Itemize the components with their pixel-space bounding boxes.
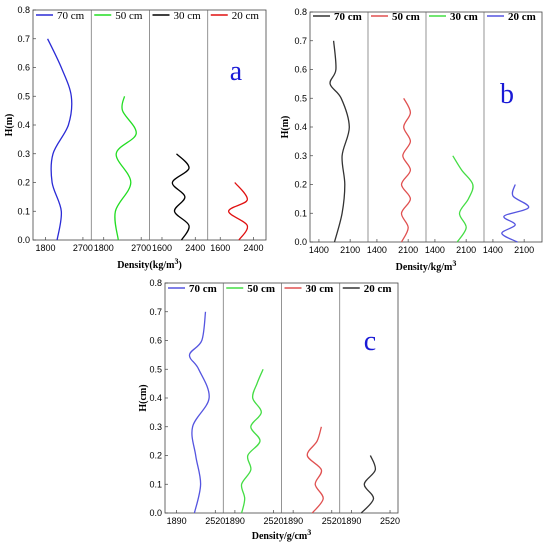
- x-axis-label: Density/kg/m3: [396, 259, 457, 273]
- x-tick-label: 2520: [322, 516, 342, 526]
- x-tick-label: 2100: [398, 245, 418, 255]
- legend-label: 50 cm: [115, 10, 143, 22]
- y-tick-label: 0.0: [294, 237, 307, 247]
- x-tick-label: 2400: [185, 243, 205, 253]
- y-tick-label: 0.0: [149, 508, 162, 518]
- y-tick-label: 0.7: [294, 36, 307, 46]
- density-curve-50cm: [240, 369, 264, 514]
- density-curve-30cm: [171, 153, 190, 241]
- x-tick-label: 1800: [94, 243, 114, 253]
- legend-label: 70 cm: [57, 10, 85, 22]
- x-tick-label: 2100: [514, 245, 534, 255]
- panel-b: 0.0 0.1 0.2 0.3 0.4 0.5 0.6 0.7 0.8 H(m) Density/k…: [280, 7, 543, 273]
- panel-letter: c: [364, 326, 376, 357]
- x-tick-label: 2700: [131, 243, 151, 253]
- x-tick-label: 1400: [309, 245, 329, 255]
- density-curve-20cm: [501, 184, 530, 243]
- y-tick-label: 0.5: [17, 91, 30, 101]
- x-axis-label: Density(kg/m3): [117, 257, 182, 271]
- density-curve-30cm: [452, 155, 474, 243]
- density-curve-70cm: [47, 38, 73, 241]
- y-tick-label: 0.7: [149, 307, 162, 317]
- y-axis-label: H(m): [280, 116, 291, 139]
- density-curve-20cm: [360, 455, 377, 514]
- density-curve-50cm: [114, 96, 137, 241]
- y-tick-label: 0.8: [294, 7, 307, 17]
- y-tick-label: 0.1: [149, 479, 162, 489]
- x-tick-label: 1600: [152, 243, 172, 253]
- legend-label: 50 cm: [247, 283, 275, 295]
- y-tick-label: 0.4: [294, 122, 307, 132]
- x-tick-label: 1400: [425, 245, 445, 255]
- x-tick-label: 2100: [340, 245, 360, 255]
- panel-c: 0.0 0.1 0.2 0.3 0.4 0.5 0.6 0.7 0.8 H(cm) Density/…: [138, 278, 400, 542]
- x-axis-label: Density/g/cm3: [252, 528, 312, 542]
- y-tick-label: 0.1: [294, 208, 307, 218]
- panel-a: 0.0 0.1 0.2 0.3 0.4 0.5 0.6 0.7 0.8 H(m) Density(k…: [4, 5, 267, 271]
- legend-label: 30 cm: [450, 11, 478, 23]
- density-curve-20cm: [227, 182, 249, 241]
- density-curve-50cm: [400, 97, 412, 243]
- x-tick-label: 2700: [73, 243, 93, 253]
- panel-letter: b: [500, 79, 514, 110]
- y-tick-label: 0.6: [149, 336, 162, 346]
- x-tick-label: 1400: [483, 245, 503, 255]
- density-curve-70cm: [188, 311, 210, 514]
- x-tick-label: 1890: [167, 516, 187, 526]
- legend-label: 70 cm: [334, 11, 362, 23]
- legend-label: 20 cm: [508, 11, 536, 23]
- y-tick-label: 0.2: [294, 180, 307, 190]
- legend-label: 50 cm: [392, 11, 420, 23]
- y-tick-label: 0.3: [294, 151, 307, 161]
- y-tick-label: 0.8: [17, 5, 30, 15]
- y-axis-label: H(m): [4, 114, 15, 137]
- y-tick-label: 0.2: [17, 178, 30, 188]
- x-tick-label: 1890: [283, 516, 303, 526]
- y-tick-label: 0.6: [17, 63, 30, 73]
- x-tick-label: 2520: [264, 516, 284, 526]
- legend-label: 20 cm: [364, 283, 392, 295]
- y-tick-label: 0.5: [149, 364, 162, 374]
- y-tick-label: 0.5: [294, 93, 307, 103]
- density-curve-70cm: [329, 40, 350, 243]
- x-tick-label: 1890: [225, 516, 245, 526]
- y-tick-label: 0.7: [17, 34, 30, 44]
- y-tick-label: 0.3: [17, 149, 30, 159]
- y-tick-label: 0.6: [294, 65, 307, 75]
- legend-label: 20 cm: [232, 10, 260, 22]
- x-tick-label: 1890: [341, 516, 361, 526]
- legend-label: 30 cm: [174, 10, 202, 22]
- x-tick-label: 2100: [456, 245, 476, 255]
- density-curve-30cm: [306, 426, 324, 514]
- x-tick-label: 1600: [210, 243, 230, 253]
- x-tick-label: 2520: [205, 516, 225, 526]
- x-tick-label: 2400: [244, 243, 264, 253]
- y-tick-label: 0.1: [17, 206, 30, 216]
- y-tick-label: 0.4: [17, 120, 30, 130]
- y-tick-label: 0.4: [149, 393, 162, 403]
- y-tick-label: 0.3: [149, 422, 162, 432]
- x-tick-label: 1800: [35, 243, 55, 253]
- y-tick-label: 0.0: [17, 235, 30, 245]
- panel-letter: a: [230, 56, 243, 87]
- y-tick-label: 0.2: [149, 451, 162, 461]
- x-tick-label: 1400: [367, 245, 387, 255]
- legend-label: 30 cm: [306, 283, 334, 295]
- y-tick-label: 0.8: [149, 278, 162, 288]
- x-tick-label: 2520: [380, 516, 400, 526]
- y-axis-label: H(cm): [138, 384, 149, 411]
- legend-label: 70 cm: [189, 283, 217, 295]
